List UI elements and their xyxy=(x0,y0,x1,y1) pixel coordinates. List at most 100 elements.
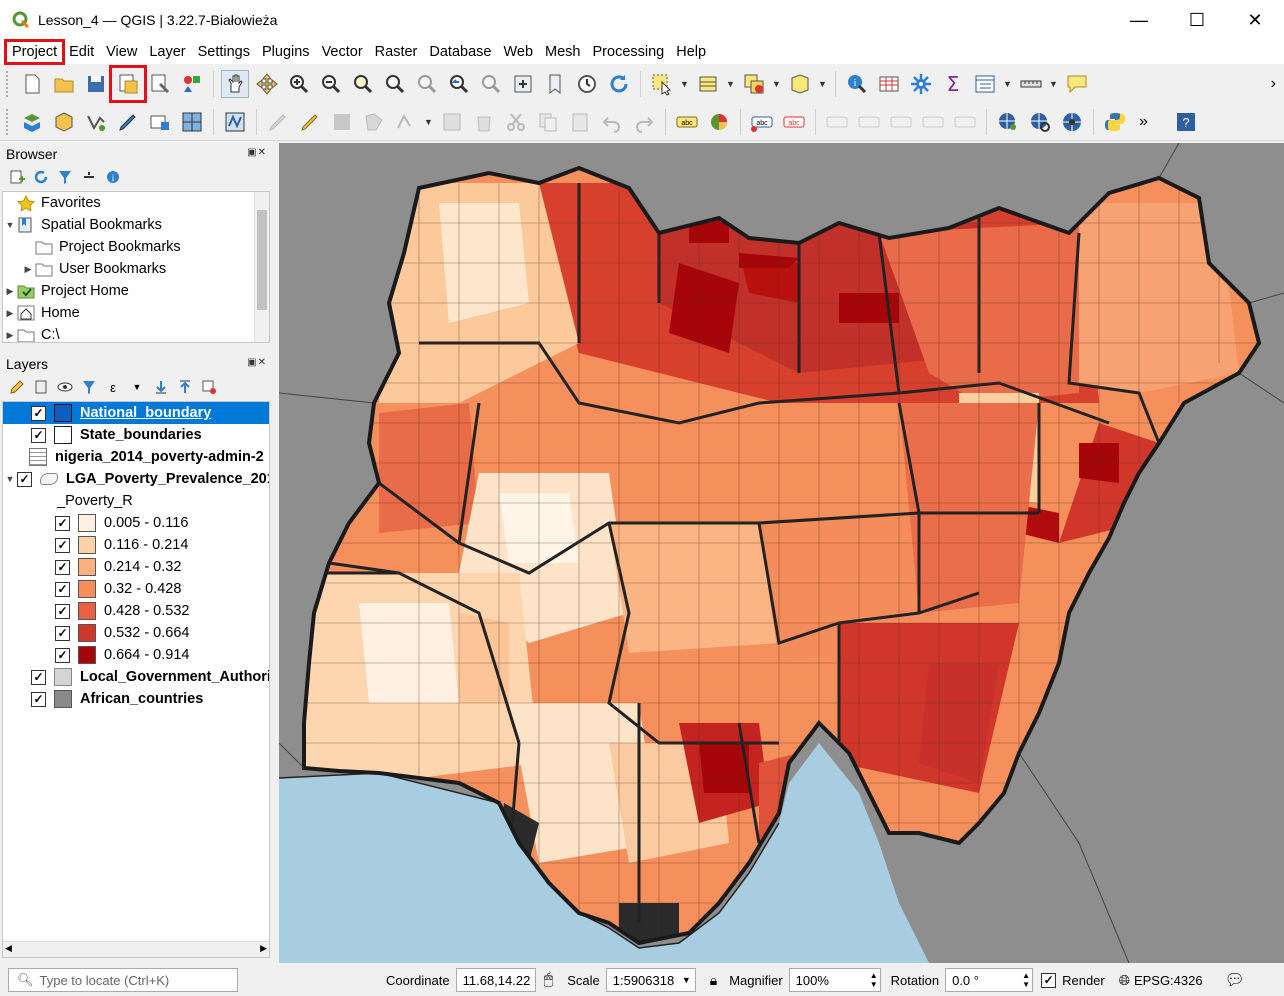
menu-raster[interactable]: Raster xyxy=(374,44,418,60)
digitize-icon[interactable] xyxy=(114,108,142,136)
add-feature-icon[interactable] xyxy=(360,108,388,136)
expand-arrow-icon[interactable]: ▶ xyxy=(6,285,14,296)
select-location-icon[interactable] xyxy=(786,70,814,98)
undo-icon[interactable] xyxy=(598,108,626,136)
crs-button[interactable]: EPSG:4326 xyxy=(1133,972,1203,988)
select-dropdown-arrow-icon[interactable]: ▼ xyxy=(680,79,689,89)
menu-vector[interactable]: Vector xyxy=(321,44,363,60)
expression-dropdown-icon[interactable]: ▼ xyxy=(132,382,142,392)
locator-search-input[interactable]: 🔍︎ Type to locate (Ctrl+K) xyxy=(8,968,238,992)
maximize-button[interactable]: ☐ xyxy=(1188,9,1206,30)
zoom-native-icon[interactable] xyxy=(413,70,441,98)
panel-float-close-icon[interactable]: ▣✕ xyxy=(247,357,267,368)
current-edits-icon[interactable] xyxy=(264,108,292,136)
show-hide-labels-icon[interactable] xyxy=(855,108,883,136)
delete-selected-icon[interactable] xyxy=(470,108,498,136)
map-tips-icon[interactable] xyxy=(1063,70,1091,98)
layer-visibility-checkbox[interactable]: ✓ xyxy=(17,471,32,487)
scroll-right-icon[interactable]: ▶ xyxy=(260,943,267,953)
metasearch-icon[interactable] xyxy=(994,108,1022,136)
collapse-arrow-icon[interactable]: ▼ xyxy=(5,474,15,484)
save-project-icon[interactable] xyxy=(82,70,110,98)
save-edits-icon[interactable] xyxy=(328,108,356,136)
zoom-to-selection-icon[interactable] xyxy=(381,70,409,98)
deselect-dropdown-arrow-icon[interactable]: ▼ xyxy=(772,79,781,89)
zoom-in-icon[interactable] xyxy=(285,70,313,98)
measure-line-icon[interactable] xyxy=(1017,70,1045,98)
copy-features-icon[interactable] xyxy=(534,108,562,136)
add-selected-layers-icon[interactable] xyxy=(8,168,26,186)
attribute-dropdown-arrow-icon[interactable]: ▼ xyxy=(726,79,735,89)
table-dropdown-arrow-icon[interactable]: ▼ xyxy=(1003,79,1012,89)
expand-all-icon[interactable] xyxy=(152,378,170,396)
menu-settings[interactable]: Settings xyxy=(197,44,250,60)
pan-to-selection-icon[interactable] xyxy=(253,70,281,98)
browser-item-user-bookmarks[interactable]: ▶ User Bookmarks xyxy=(3,258,269,280)
legend-class-6[interactable]: ✓ 0.532 - 0.664 xyxy=(3,622,269,644)
legend-class-5[interactable]: ✓ 0.428 - 0.532 xyxy=(3,600,269,622)
menu-plugins[interactable]: Plugins xyxy=(262,44,310,60)
browser-item-project-bookmarks[interactable]: Project Bookmarks xyxy=(3,236,269,258)
minimize-button[interactable]: — xyxy=(1130,9,1148,30)
layer-diagram-icon[interactable] xyxy=(705,108,733,136)
osm-globe-icon[interactable] xyxy=(1058,108,1086,136)
refresh-icon[interactable] xyxy=(605,70,633,98)
menu-help[interactable]: Help xyxy=(676,44,707,60)
select-by-attribute-icon[interactable] xyxy=(694,70,722,98)
filter-expression-icon[interactable]: ε xyxy=(110,379,116,395)
rotation-spinbox[interactable]: 0.0 ° ▲ ▼ xyxy=(945,968,1034,992)
style-manager-icon[interactable] xyxy=(178,70,206,98)
pin-labels-icon[interactable] xyxy=(823,108,851,136)
move-label-icon[interactable] xyxy=(887,108,915,136)
layer-styling-icon[interactable] xyxy=(8,378,26,396)
layer-visibility-checkbox[interactable]: ✓ xyxy=(31,669,46,685)
browser-item-favorites[interactable]: Favorites xyxy=(3,192,269,214)
layer-african-countries[interactable]: ✓ African_countries xyxy=(3,688,269,710)
deselect-features-icon[interactable] xyxy=(740,70,768,98)
toggle-editing-icon[interactable] xyxy=(296,108,324,136)
toggle-label-display-icon[interactable]: abc xyxy=(780,108,808,136)
collapse-all-layers-icon[interactable] xyxy=(176,378,194,396)
layer-visibility-checkbox[interactable]: ✓ xyxy=(31,691,46,707)
layer-nigeria-poverty-table[interactable]: nigeria_2014_poverty-admin-2 xyxy=(3,446,269,468)
layer-tree-scrollbar[interactable]: ◀ ▶ xyxy=(3,941,269,957)
browser-item-c-drive[interactable]: ▶ C:\ xyxy=(3,324,269,342)
expand-arrow-icon[interactable]: ▶ xyxy=(24,263,32,274)
layout-manager-icon[interactable] xyxy=(146,70,174,98)
class-checkbox[interactable]: ✓ xyxy=(55,515,70,531)
filter-legend-icon[interactable] xyxy=(80,378,98,396)
statistical-summary-icon[interactable]: Σ xyxy=(939,70,967,98)
browser-item-project-home[interactable]: ▶ Project Home xyxy=(3,280,269,302)
messages-icon[interactable]: 💬︎ xyxy=(1224,972,1245,989)
menu-database[interactable]: Database xyxy=(429,44,492,60)
temporal-controller-icon[interactable] xyxy=(573,70,601,98)
open-table-icon[interactable] xyxy=(971,70,999,98)
properties-icon[interactable]: i xyxy=(104,168,122,186)
zoom-full-icon[interactable] xyxy=(349,70,377,98)
layer-lga-poverty[interactable]: ▼ ✓ LGA_Poverty_Prevalence_2014 xyxy=(3,468,269,490)
menu-edit[interactable]: Edit xyxy=(69,44,95,60)
class-checkbox[interactable]: ✓ xyxy=(55,647,70,663)
rotate-label-icon[interactable] xyxy=(919,108,947,136)
legend-class-7[interactable]: ✓ 0.664 - 0.914 xyxy=(3,644,269,666)
spin-arrows-icon[interactable]: ▲ ▼ xyxy=(869,971,878,989)
select-features-icon[interactable] xyxy=(648,70,676,98)
manage-map-themes-icon[interactable] xyxy=(56,378,74,396)
add-wms-icon[interactable] xyxy=(146,108,174,136)
python-console-icon[interactable] xyxy=(1101,108,1129,136)
measure-dropdown-arrow-icon[interactable]: ▼ xyxy=(1049,79,1058,89)
highlight-pinned-labels-icon[interactable]: abc xyxy=(748,108,776,136)
new-geopackage-icon[interactable] xyxy=(50,108,78,136)
render-checkbox[interactable]: ✓ xyxy=(1041,972,1057,988)
data-source-manager-icon[interactable] xyxy=(18,108,46,136)
browser-item-spatial-bookmarks[interactable]: ▼ Spatial Bookmarks xyxy=(3,214,269,236)
layer-local-government[interactable]: ✓ Local_Government_Authorities xyxy=(3,666,269,688)
location-dropdown-arrow-icon[interactable]: ▼ xyxy=(818,79,827,89)
class-checkbox[interactable]: ✓ xyxy=(55,559,70,575)
new-bookmark-icon[interactable] xyxy=(541,70,569,98)
open-project-icon[interactable] xyxy=(50,70,78,98)
legend-class-2[interactable]: ✓ 0.116 - 0.214 xyxy=(3,534,269,556)
filter-icon[interactable] xyxy=(56,168,74,186)
coordinate-field[interactable]: 11.68,14.22 xyxy=(455,968,536,992)
add-mesh-icon[interactable] xyxy=(221,108,249,136)
